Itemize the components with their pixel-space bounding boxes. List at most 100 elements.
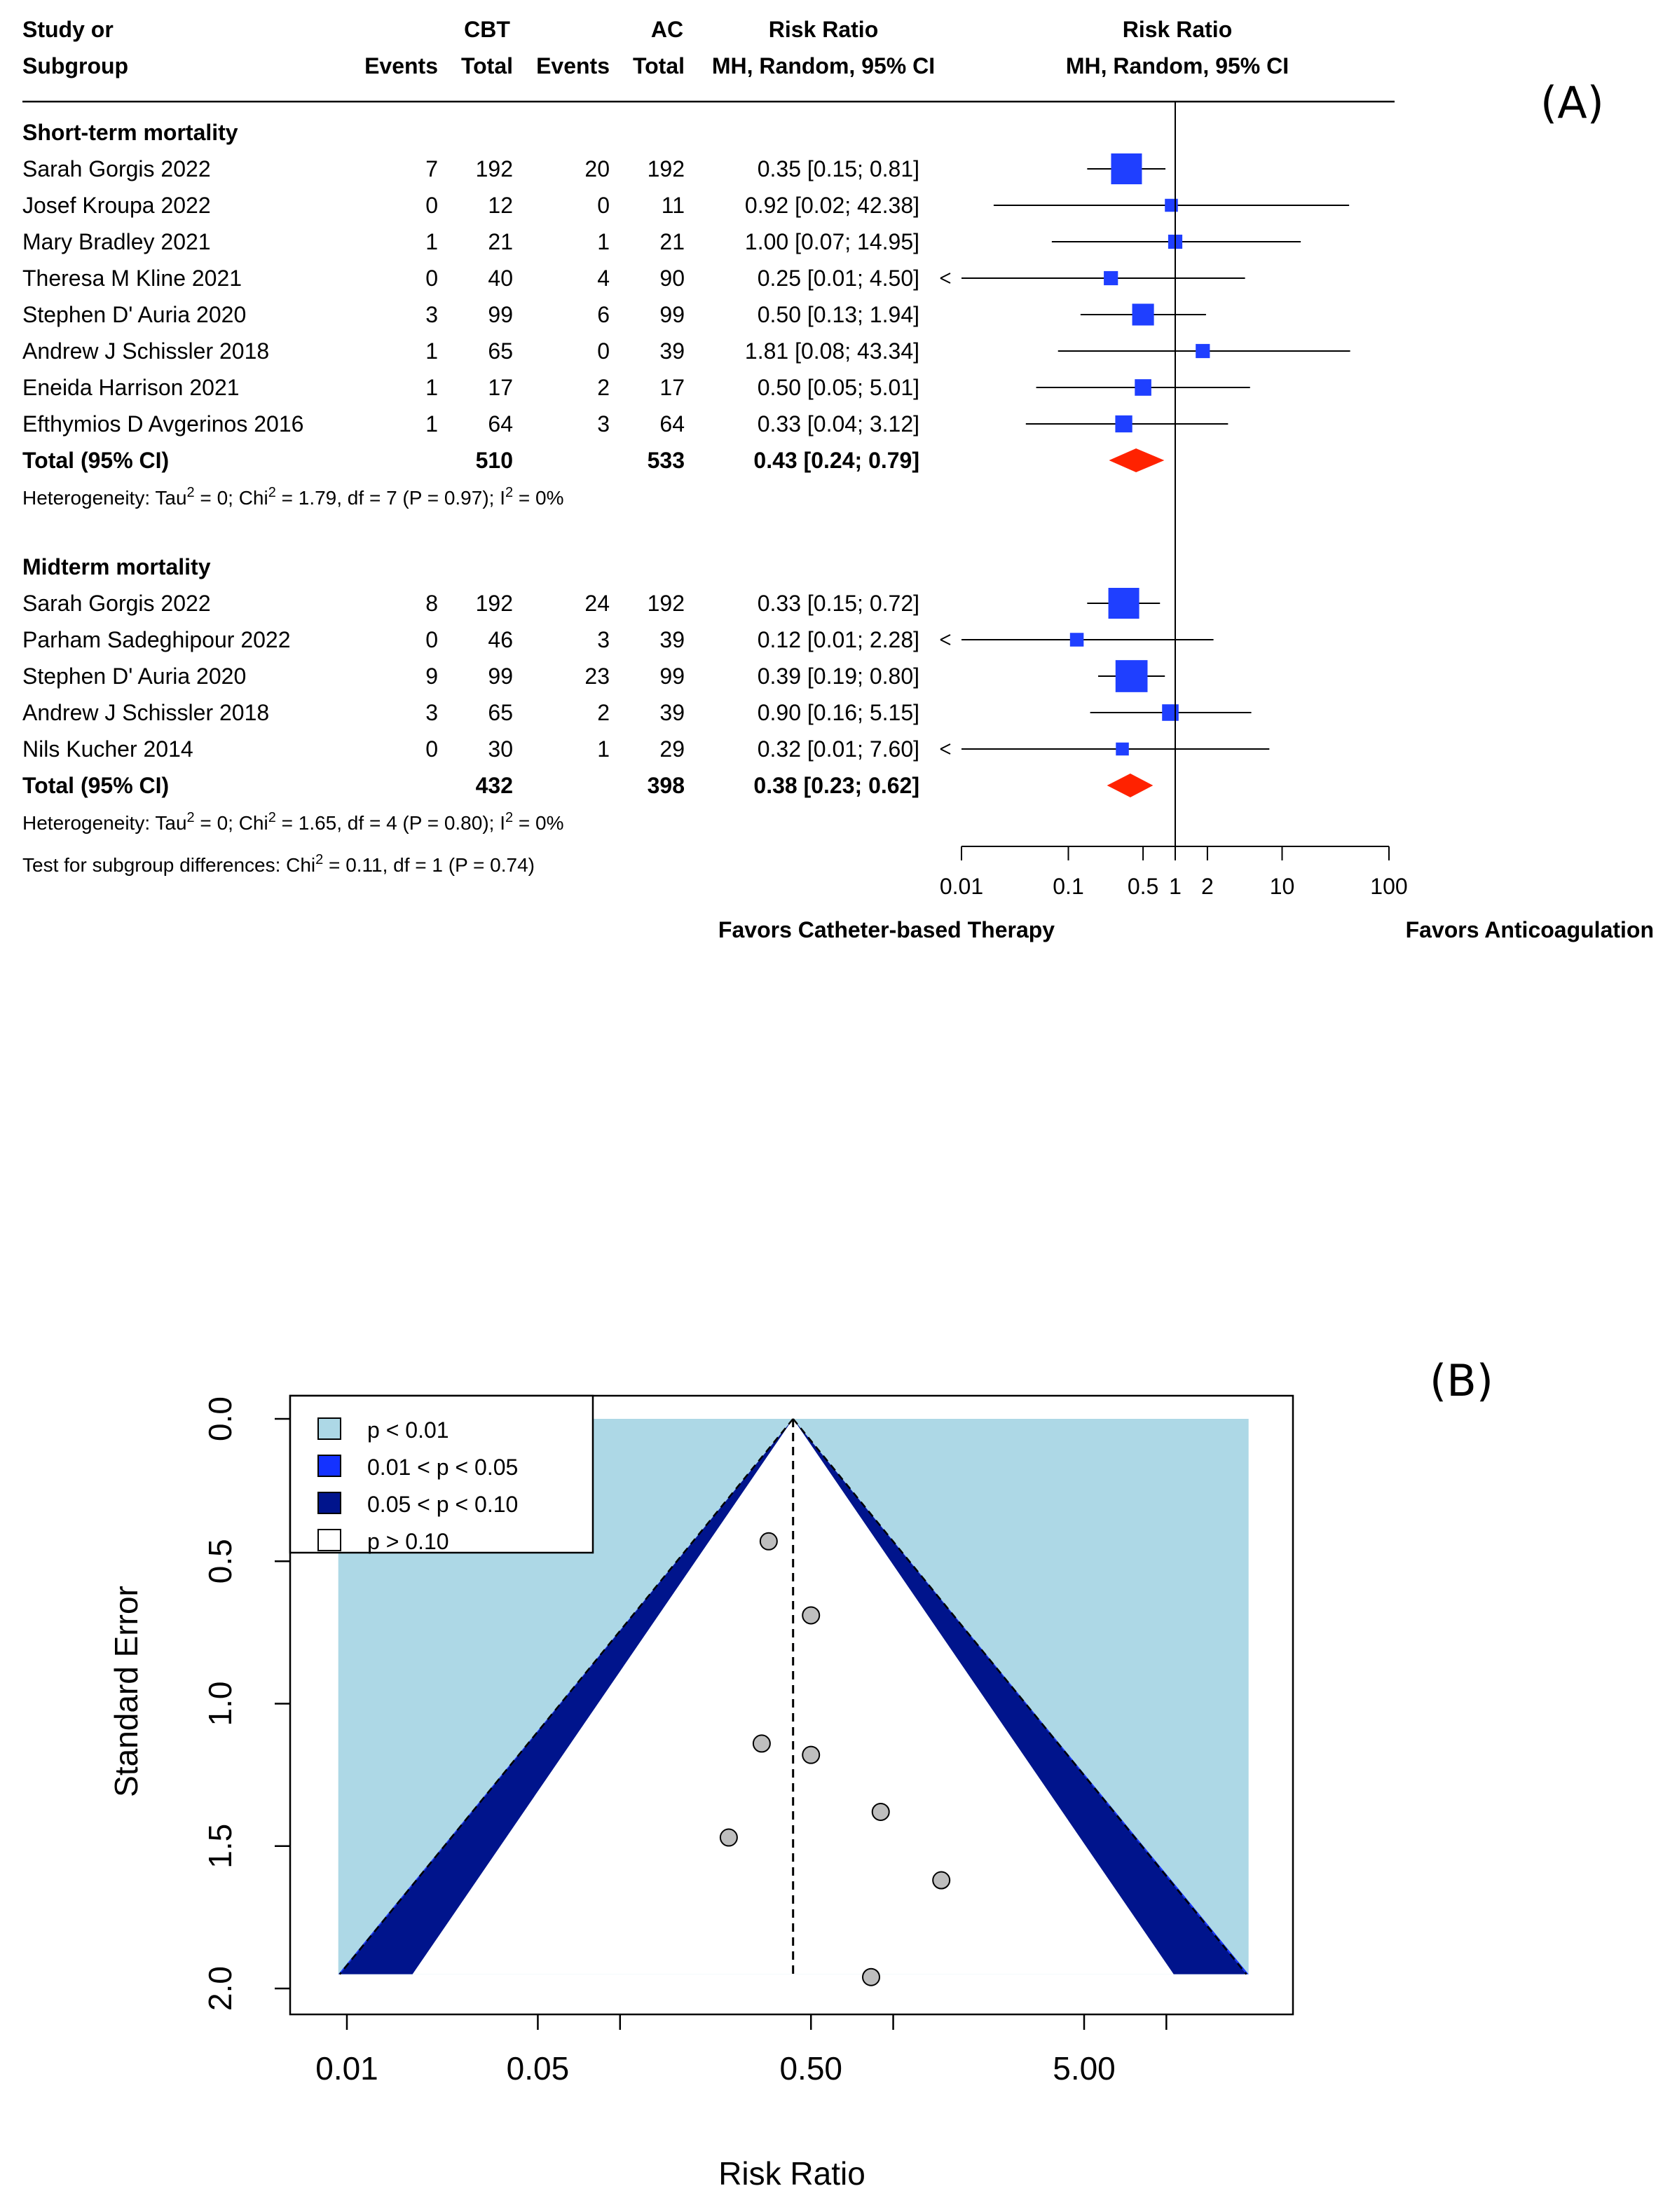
legend-label: 0.01 < p < 0.05 [367, 1455, 518, 1480]
study-ci-text: 1.00 [0.07; 14.95] [745, 229, 919, 254]
study-ci-text: 1.81 [0.08; 43.34] [745, 338, 919, 364]
heterogeneity-text-part-3: 2 [268, 810, 276, 825]
study-cbt-events: 3 [425, 302, 438, 327]
funnel-x-tick-label: 0.05 [507, 2050, 570, 2087]
study-ci-text: 0.35 [0.15; 0.81] [758, 156, 919, 181]
study-ac-total: 39 [659, 627, 685, 652]
study-square [1115, 660, 1148, 692]
header-study: Study or [22, 17, 114, 42]
study-square [1111, 153, 1142, 184]
ci-arrow [940, 634, 951, 645]
study-name: Efthymios D Avgerinos 2016 [22, 411, 303, 437]
study-ac-total: 192 [648, 591, 685, 616]
forest-x-tick-label: 100 [1370, 874, 1407, 899]
study-name: Josef Kroupa 2022 [22, 193, 211, 218]
study-name: Stephen D' Auria 2020 [22, 664, 246, 689]
study-cbt-total: 17 [488, 375, 513, 400]
header-cbt: CBT [464, 17, 510, 42]
study-cbt-total: 99 [488, 664, 513, 689]
study-square [1162, 704, 1179, 721]
study-ac-total: 29 [659, 736, 685, 762]
funnel-plot: (B) 0.01 0.05 0.50 5.00 0.0 0.5 1.0 1.5 2.0 Risk… [108, 1355, 1493, 2192]
heterogeneity-text-part-1: 2 [187, 485, 195, 500]
study-square [1115, 415, 1132, 433]
header-ac: AC [651, 17, 683, 42]
study-name: Andrew J Schissler 2018 [22, 338, 269, 364]
study-square [1069, 633, 1084, 647]
study-ac-total: 90 [659, 266, 685, 291]
heterogeneity-text: Heterogeneity: Tau2 = 0; Chi2 = 1.79, df… [22, 485, 564, 509]
study-ac-events: 3 [597, 411, 610, 437]
funnel-points [719, 1532, 951, 1986]
header-plot-rr: Risk Ratio [1123, 17, 1232, 42]
funnel-y-tick-label: 1.0 [202, 1682, 238, 1726]
study-square [1108, 588, 1139, 619]
study-point [759, 1532, 778, 1551]
heterogeneity-text-part-4: = 1.65, df = 4 (P = 0.80); I [276, 812, 505, 834]
study-cbt-events: 0 [425, 266, 438, 291]
forest-x-tick-label: 10 [1270, 874, 1295, 899]
subgroup-title: Midterm mortality [22, 554, 211, 579]
total-cbt: 432 [476, 773, 513, 798]
region-p-0.01-0.05-right [793, 1419, 1249, 1974]
study-cbt-events: 9 [425, 664, 438, 689]
forest-x-tick-label: 0.1 [1053, 874, 1083, 899]
study-ac-events: 1 [597, 229, 610, 254]
study-ci-text: 0.25 [0.01; 4.50] [758, 266, 919, 291]
legend-swatch [317, 1529, 341, 1551]
study-cbt-total: 65 [488, 700, 513, 725]
study-ac-total: 99 [659, 664, 685, 689]
legend-swatch [317, 1455, 341, 1477]
study-cbt-total: 40 [488, 266, 513, 291]
funnel-xlabel: Risk Ratio [718, 2155, 865, 2192]
funnel-x-tick-label: 5.00 [1053, 2050, 1116, 2087]
heterogeneity-text-part-0: Heterogeneity: Tau [22, 812, 187, 834]
study-point [932, 1871, 951, 1890]
legend-swatch [317, 1492, 341, 1514]
funnel-ci-left [338, 1418, 794, 1975]
study-cbt-events: 8 [425, 591, 438, 616]
total-diamond [1109, 448, 1165, 472]
forest-x-tick-label: 0.01 [940, 874, 983, 899]
study-ac-total: 39 [659, 700, 685, 725]
study-cbt-total: 192 [476, 156, 513, 181]
ci-arrow [940, 273, 951, 284]
study-cbt-total: 12 [488, 193, 513, 218]
region-p-gt-0.10-right [793, 1419, 1174, 1974]
header-rr-method: MH, Random, 95% CI [712, 53, 935, 78]
header-ac-events: Events [536, 53, 610, 78]
funnel-ylabel: Standard Error [108, 1586, 144, 1797]
study-cbt-events: 0 [425, 627, 438, 652]
study-cbt-total: 46 [488, 627, 513, 652]
study-ci-text: 0.32 [0.01; 7.60] [758, 736, 919, 762]
forest-plot-area: 0.01 0.1 0.5 1 2 10 100 Favors Catheter-based T… [718, 102, 1654, 942]
study-square [1135, 379, 1151, 396]
funnel-y-tick-label: 0.0 [202, 1396, 238, 1441]
study-ac-events: 0 [597, 193, 610, 218]
study-name: Theresa M Kline 2021 [22, 266, 242, 291]
study-ac-total: 99 [659, 302, 685, 327]
total-label: Total (95% CI) [22, 448, 169, 473]
study-point [802, 1606, 821, 1625]
header-cbt-events: Events [364, 53, 438, 78]
heterogeneity-text: Heterogeneity: Tau2 = 0; Chi2 = 1.65, df… [22, 810, 564, 834]
legend-label: 0.05 < p < 0.10 [367, 1492, 518, 1517]
study-name: Stephen D' Auria 2020 [22, 302, 246, 327]
header-subgroup: Subgroup [22, 53, 128, 78]
subgroup-title: Short-term mortality [22, 120, 238, 145]
heterogeneity-text-part-4: = 1.79, df = 7 (P = 0.97); I [276, 487, 505, 509]
funnel-x-tick-label: 0.01 [315, 2050, 378, 2087]
funnel-axes: 0.01 0.05 0.50 5.00 0.0 0.5 1.0 1.5 2.0 [202, 1394, 1294, 2087]
total-ci-text: 0.43 [0.24; 0.79] [753, 448, 919, 473]
panel-b-label: (B) [1430, 1355, 1493, 1406]
subgroup-test-text-part-1: 2 [315, 852, 323, 867]
study-name: Andrew J Schissler 2018 [22, 700, 269, 725]
ci-arrow [940, 743, 951, 755]
heterogeneity-text-part-6: = 0% [513, 812, 563, 834]
study-name: Nils Kucher 2014 [22, 736, 193, 762]
study-ac-events: 6 [597, 302, 610, 327]
forest-x-tick-label: 2 [1201, 874, 1214, 899]
study-ci-text: 0.92 [0.02; 42.38] [745, 193, 919, 218]
